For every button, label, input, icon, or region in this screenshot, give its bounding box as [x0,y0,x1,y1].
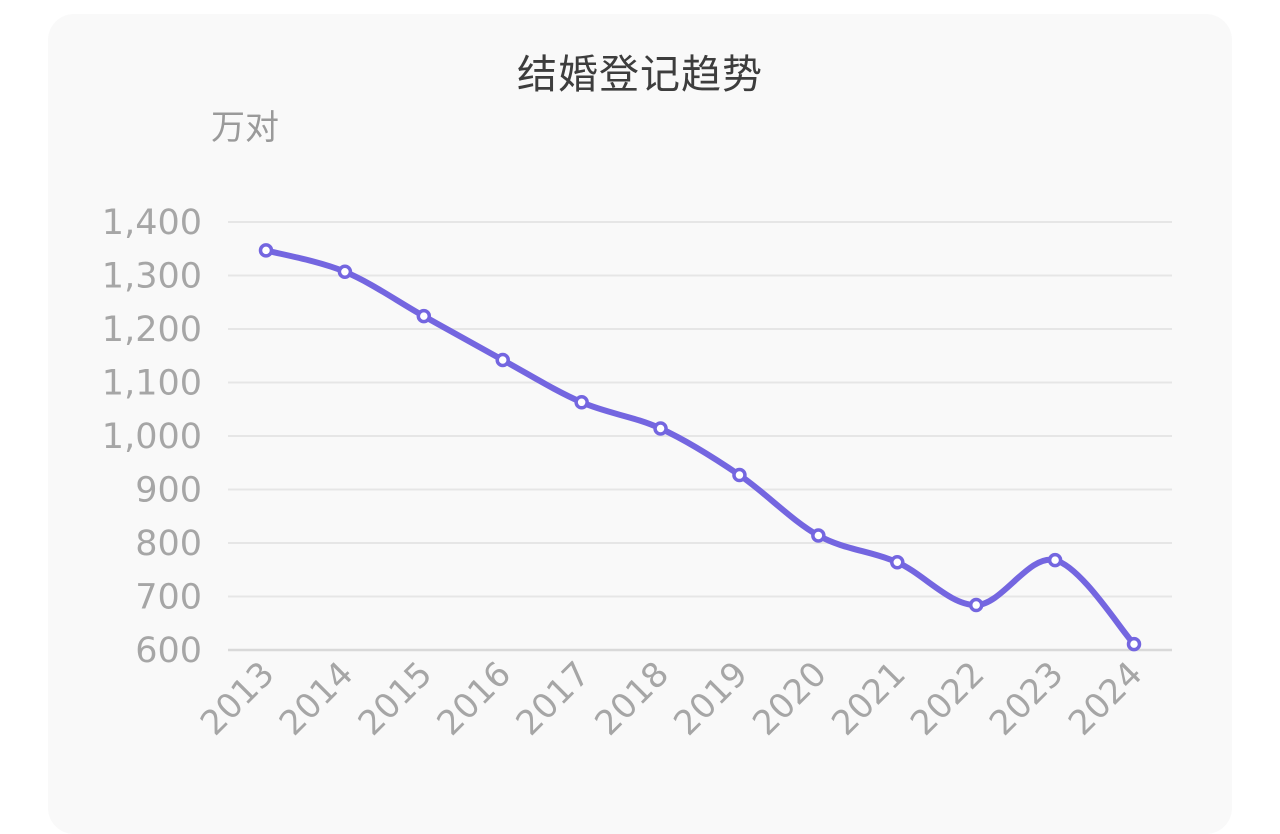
series-line [263,247,1137,648]
data-point[interactable] [890,555,905,570]
data-point[interactable] [495,352,510,368]
series-points [258,243,1142,652]
x-tick-label: 2013 [193,654,282,743]
data-point[interactable] [732,467,747,483]
y-tick-label: 600 [135,631,202,671]
y-tick-label: 900 [135,471,202,511]
x-tick-label: 2024 [1061,654,1150,743]
data-point[interactable] [1047,552,1063,568]
data-point[interactable] [574,395,589,410]
y-tick-label: 1,000 [102,417,202,457]
series-line-group [263,247,1137,648]
x-axis-ticks: 2013201420152016201720182019202020212022… [193,654,1150,743]
gridlines [228,221,1172,652]
x-tick-label: 2014 [272,654,361,743]
x-tick-label: 2023 [982,654,1071,743]
x-tick-label: 2021 [824,654,913,743]
data-point[interactable] [1126,636,1142,652]
x-tick-label: 2022 [903,654,992,743]
y-tick-label: 800 [135,524,202,564]
x-tick-label: 2019 [666,654,755,743]
x-tick-label: 2016 [430,654,519,743]
data-point[interactable] [811,528,826,543]
y-tick-label: 1,200 [102,310,202,350]
y-tick-label: 1,400 [102,203,202,243]
y-axis-ticks: 600 700 800 900 1,000 1,100 1,200 1,300 1,400 [102,203,202,671]
x-tick-label: 2015 [351,654,440,743]
y-tick-label: 700 [135,578,202,618]
y-tick-label: 1,300 [102,257,202,297]
chart-title: 结婚登记趋势 [517,52,763,98]
x-tick-label: 2017 [509,654,598,743]
data-point[interactable] [416,308,432,324]
data-point[interactable] [337,264,353,280]
x-tick-label: 2020 [745,654,834,743]
data-point[interactable] [653,421,668,436]
y-tick-label: 1,100 [102,364,202,404]
y-axis-unit-label: 万对 [211,108,279,148]
x-tick-label: 2018 [587,654,676,743]
data-point[interactable] [968,597,984,613]
chart-card [48,14,1232,834]
line-chart: 600 700 800 900 1,000 1,100 1,200 1,300 1,400 20… [102,203,1172,744]
data-point[interactable] [258,243,274,258]
